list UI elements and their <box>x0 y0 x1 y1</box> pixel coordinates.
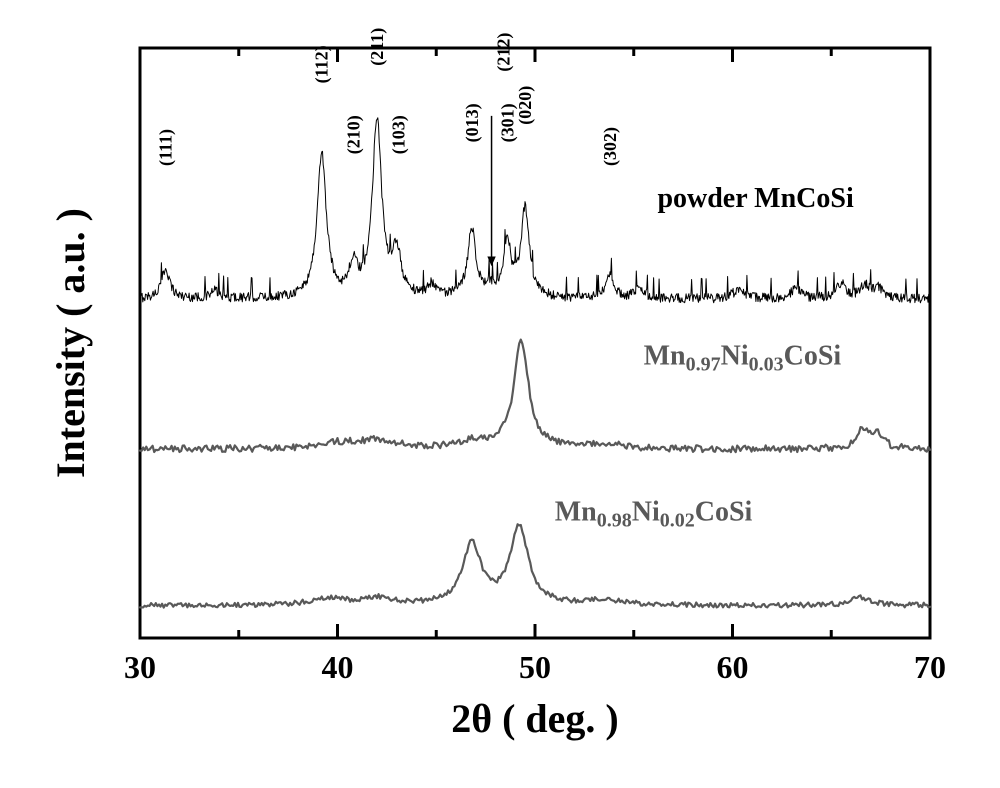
x-tick-label: 40 <box>322 649 354 685</box>
trace-label-powder-MnCoSi: powder MnCoSi <box>657 183 854 214</box>
trace-Mn098Ni002CoSi <box>140 524 930 607</box>
peak-label: (210) <box>343 115 364 154</box>
peak-label: (020) <box>515 86 536 125</box>
trace-label-Mn097Ni003CoSi: Mn0.97Ni0.03CoSi <box>644 340 842 375</box>
trace-label-Mn098Ni002CoSi: Mn0.98Ni0.02CoSi <box>555 497 753 532</box>
y-axis-label: Intensity ( a.u. ) <box>48 208 93 478</box>
peak-label: (111) <box>156 129 177 166</box>
peak-label: (211) <box>367 28 388 66</box>
peak-label: (013) <box>462 103 483 142</box>
x-axis-label: 2θ ( deg. ) <box>451 696 619 741</box>
peak-label: (302) <box>600 127 621 166</box>
x-tick-label: 50 <box>519 649 551 685</box>
peak-label: (112) <box>312 45 333 83</box>
x-tick-label: 30 <box>124 649 156 685</box>
peak-label: (103) <box>389 115 410 154</box>
xrd-chart: 30 40 50 60 70 2θ ( deg. ) Intensity ( a.u. ) p… <box>0 0 1000 783</box>
x-tick-label: 60 <box>717 649 749 685</box>
x-tick-label: 70 <box>914 649 946 685</box>
chart-svg: 30 40 50 60 70 2θ ( deg. ) Intensity ( a.u. ) p… <box>0 0 1000 783</box>
peak-label: (212) <box>493 33 514 72</box>
